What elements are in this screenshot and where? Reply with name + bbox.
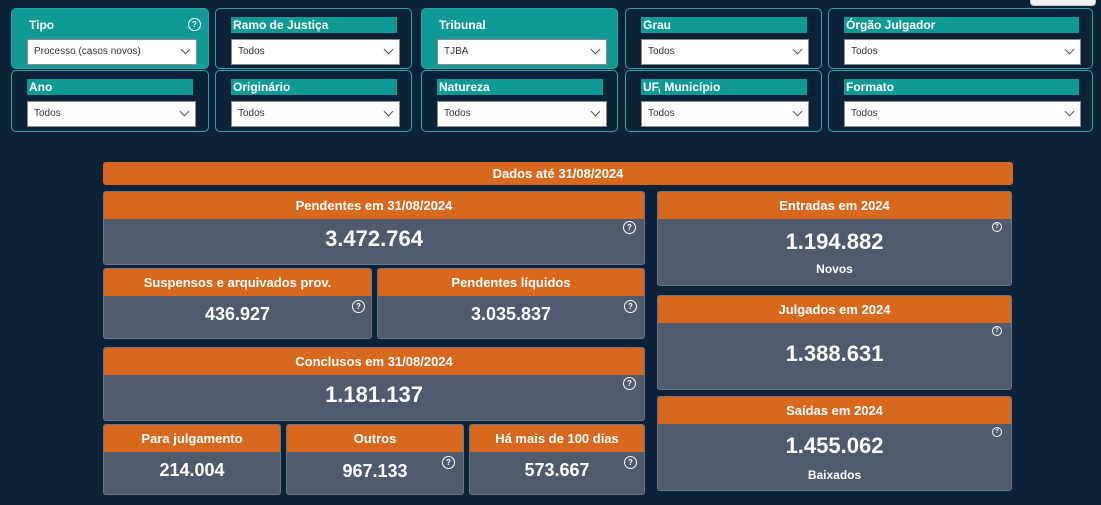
- filter-tipo-select[interactable]: Processo (casos novos): [27, 39, 197, 65]
- filter-tipo-label: Tipo: [29, 18, 55, 32]
- filter-ramo-label: Ramo de Justiça: [231, 17, 397, 33]
- card-conclusos: Conclusos em 31/08/2024 1.181.137 ?: [103, 347, 645, 421]
- filter-originario: Originário Todos: [215, 70, 412, 132]
- filter-tribunal-label: Tribunal: [439, 18, 486, 32]
- filter-natureza: Natureza Todos: [421, 70, 618, 132]
- filter-natureza-value: Todos: [444, 108, 471, 119]
- filter-orgao-select[interactable]: Todos: [844, 39, 1081, 65]
- filter-ano-value: Todos: [34, 108, 61, 119]
- filter-orgao: Órgão Julgador Todos: [828, 8, 1093, 69]
- filter-uf-municipio-label: UF, Município: [641, 79, 807, 95]
- card-suspensos-value: 436.927: [204, 304, 271, 324]
- card-saidas-subtitle: Baixados: [807, 468, 862, 482]
- filter-ano-select[interactable]: Todos: [27, 101, 196, 127]
- card-julgados-title: Julgados em 2024: [658, 296, 1011, 323]
- card-outros-title: Outros: [287, 425, 463, 452]
- filter-uf-municipio-value: Todos: [648, 108, 675, 119]
- card-pendentes: Pendentes em 31/08/2024 3.472.764 ?: [103, 191, 645, 265]
- card-para-julgamento-title: Para julgamento: [104, 425, 280, 452]
- card-mais-100-dias-value: 573.667: [524, 460, 590, 480]
- card-outros-value: 967.133: [342, 461, 408, 481]
- card-para-julgamento-value: 214.004: [159, 460, 225, 480]
- chevron-down-icon: [792, 106, 803, 117]
- card-suspensos: Suspensos e arquivados prov. 436.927 ?: [103, 268, 372, 339]
- chevron-down-icon: [179, 106, 190, 117]
- filter-natureza-select[interactable]: Todos: [437, 101, 607, 127]
- card-pendentes-value: 3.472.764: [325, 226, 423, 251]
- filter-formato-label: Formato: [844, 79, 1079, 95]
- card-julgados-value: 1.388.631: [785, 341, 884, 366]
- card-pendentes-title: Pendentes em 31/08/2024: [104, 192, 644, 219]
- filter-uf-municipio-select[interactable]: Todos: [641, 101, 809, 127]
- top-right-button[interactable]: [1030, 0, 1096, 6]
- help-icon[interactable]: ?: [624, 456, 637, 469]
- card-julgados: Julgados em 2024 1.388.631 ?: [657, 295, 1012, 390]
- card-entradas-title: Entradas em 2024: [658, 192, 1011, 219]
- filter-grau: Grau Todos: [625, 8, 822, 69]
- card-suspensos-title: Suspensos e arquivados prov.: [104, 269, 371, 296]
- card-mais-100-dias-title: Há mais de 100 dias: [470, 425, 644, 452]
- help-icon[interactable]: ?: [623, 221, 636, 234]
- chevron-down-icon: [792, 44, 803, 55]
- help-icon[interactable]: ?: [992, 326, 1002, 336]
- card-outros: Outros 967.133 ?: [286, 424, 464, 495]
- card-saidas-title: Saídas em 2024: [658, 397, 1011, 424]
- chevron-down-icon: [1064, 44, 1075, 55]
- filter-uf-municipio: UF, Município Todos: [625, 70, 822, 132]
- filter-orgao-label: Órgão Julgador: [844, 17, 1079, 33]
- card-saidas-value: 1.455.062: [785, 433, 884, 458]
- filter-ramo: Ramo de Justiça Todos: [215, 8, 412, 69]
- filter-tipo-value: Processo (casos novos): [34, 46, 141, 57]
- chevron-down-icon: [590, 106, 601, 117]
- help-icon[interactable]: ?: [442, 456, 455, 469]
- help-icon[interactable]: ?: [623, 377, 636, 390]
- card-pendentes-liquidos-title: Pendentes líquidos: [378, 269, 644, 296]
- card-conclusos-value: 1.181.137: [325, 382, 423, 407]
- chevron-down-icon: [383, 44, 394, 55]
- card-conclusos-title: Conclusos em 31/08/2024: [104, 348, 644, 375]
- help-icon[interactable]: ?: [352, 300, 365, 313]
- chevron-down-icon: [590, 44, 601, 55]
- filter-tipo: Tipo ? Processo (casos novos): [11, 8, 209, 69]
- help-icon[interactable]: ?: [992, 427, 1002, 437]
- card-saidas: Saídas em 2024 1.455.062 Baixados ?: [657, 396, 1012, 491]
- data-date-banner: Dados até 31/08/2024: [103, 162, 1013, 185]
- filter-grau-select[interactable]: Todos: [641, 39, 809, 65]
- chevron-down-icon: [180, 44, 191, 55]
- filter-grau-label: Grau: [641, 17, 807, 33]
- filter-orgao-value: Todos: [851, 46, 878, 57]
- card-entradas-value: 1.194.882: [785, 229, 884, 254]
- filter-originario-select[interactable]: Todos: [231, 101, 400, 127]
- card-mais-100-dias: Há mais de 100 dias 573.667 ?: [469, 424, 645, 495]
- filter-formato: Formato Todos: [828, 70, 1093, 132]
- filter-tribunal: Tribunal TJBA: [421, 8, 618, 69]
- card-entradas-subtitle: Novos: [816, 262, 853, 276]
- filter-ramo-value: Todos: [238, 46, 265, 57]
- chevron-down-icon: [1064, 106, 1075, 117]
- help-icon[interactable]: ?: [992, 222, 1002, 232]
- card-pendentes-liquidos-value: 3.035.837: [470, 304, 552, 324]
- filter-tribunal-value: TJBA: [444, 46, 469, 57]
- filter-formato-value: Todos: [851, 108, 878, 119]
- filter-originario-label: Originário: [231, 79, 397, 95]
- help-icon[interactable]: ?: [624, 300, 637, 313]
- filter-tribunal-select[interactable]: TJBA: [437, 39, 607, 65]
- filter-grau-value: Todos: [648, 46, 675, 57]
- filter-formato-select[interactable]: Todos: [844, 101, 1081, 127]
- filter-originario-value: Todos: [238, 108, 265, 119]
- filter-ano-label: Ano: [27, 79, 193, 95]
- filter-ano: Ano Todos: [11, 70, 209, 132]
- card-pendentes-liquidos: Pendentes líquidos 3.035.837 ?: [377, 268, 645, 339]
- card-para-julgamento: Para julgamento 214.004: [103, 424, 281, 495]
- filter-ramo-select[interactable]: Todos: [231, 39, 400, 65]
- help-icon[interactable]: ?: [188, 18, 201, 31]
- chevron-down-icon: [383, 106, 394, 117]
- filter-natureza-label: Natureza: [437, 79, 603, 95]
- card-entradas: Entradas em 2024 1.194.882 Novos ?: [657, 191, 1012, 286]
